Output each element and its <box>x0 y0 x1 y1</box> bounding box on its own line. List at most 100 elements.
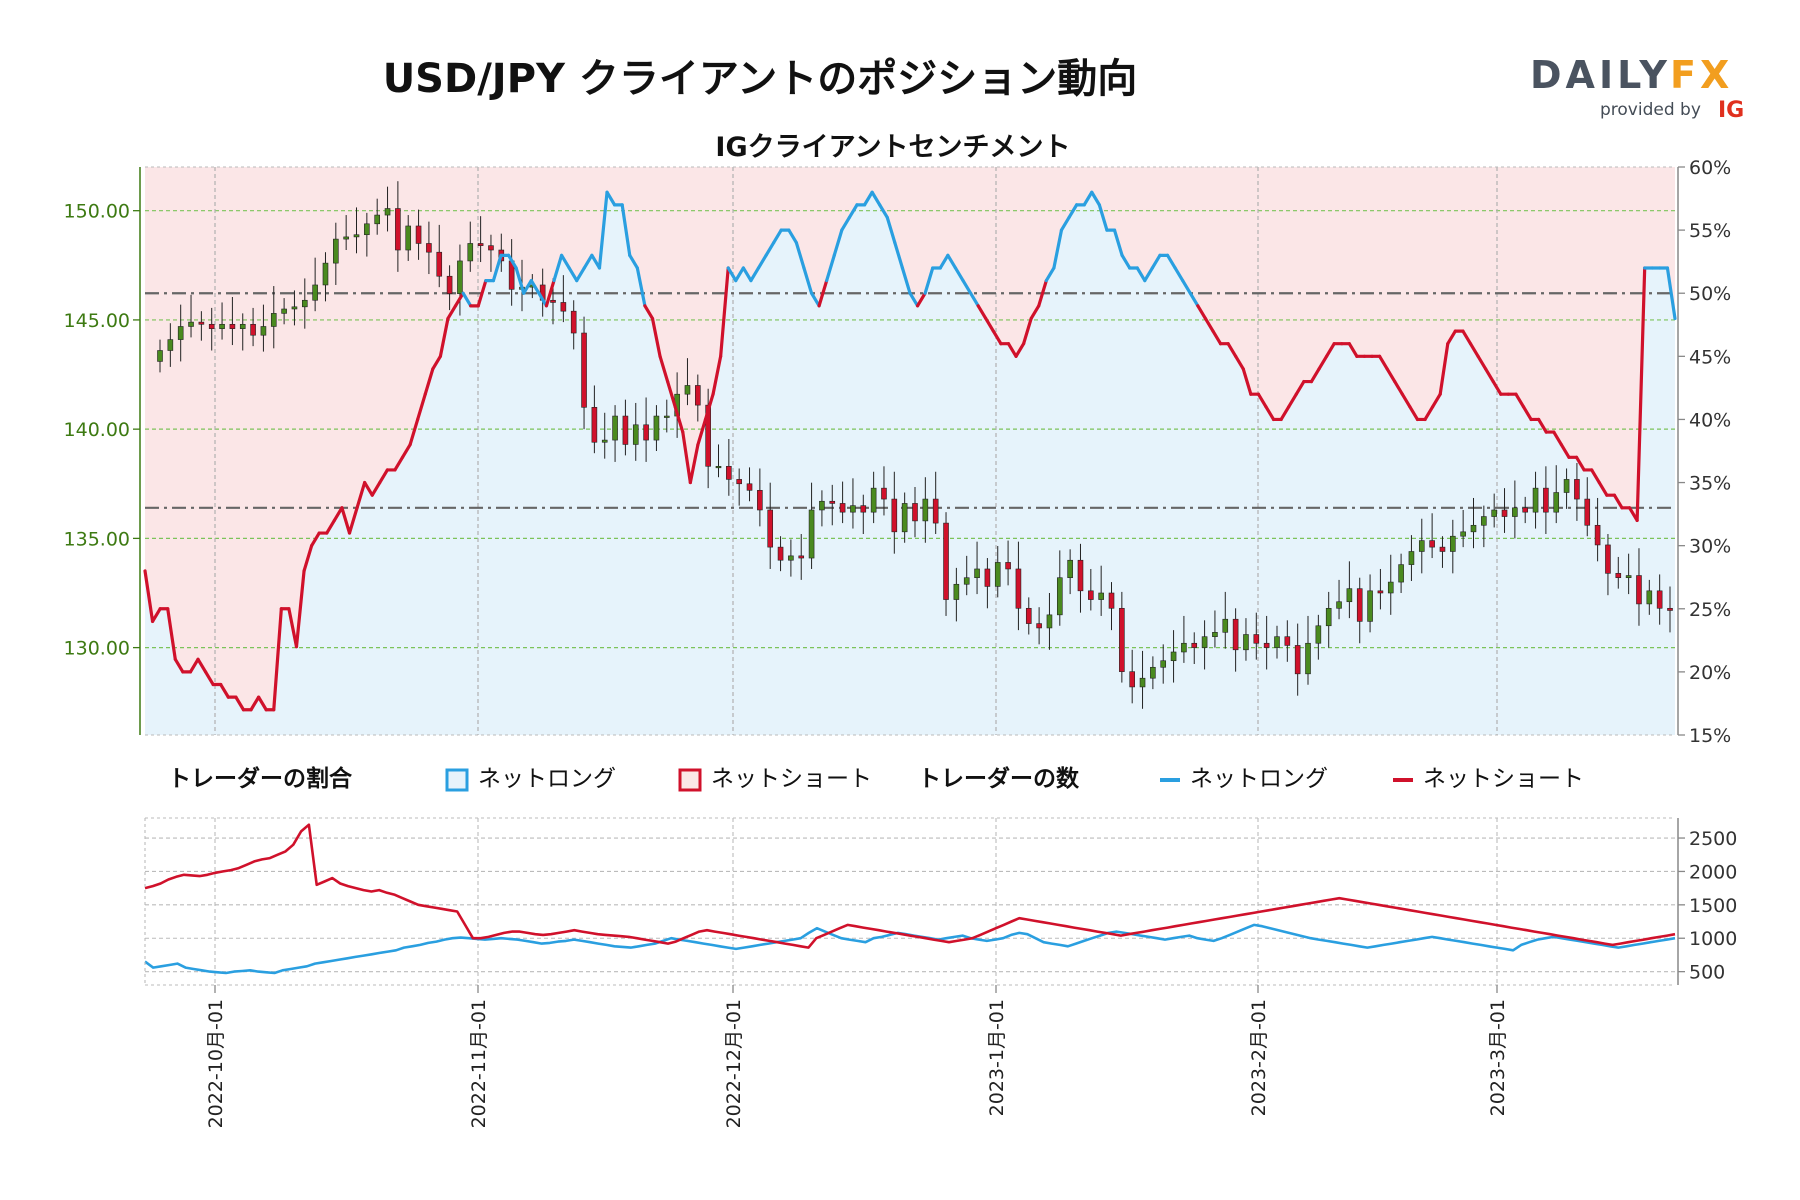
sentiment-segment <box>1196 304 1207 321</box>
candle-body <box>808 509 815 559</box>
sentiment-segment <box>703 392 715 422</box>
candle-body <box>1212 632 1218 637</box>
sentiment-segment <box>1446 329 1457 346</box>
candle-body <box>829 500 836 504</box>
sentiment-segment <box>1400 392 1412 409</box>
candle-body <box>1460 531 1466 537</box>
sentiment-segment <box>188 657 200 674</box>
sentiment-tick-label: 55% <box>1689 220 1731 242</box>
sentiment-segment <box>817 279 829 308</box>
sentiment-tick-label: 35% <box>1689 473 1731 495</box>
candle-body <box>1532 487 1539 513</box>
sentiment-segment <box>1393 379 1404 396</box>
candle-body <box>198 321 205 325</box>
sentiment-segment <box>794 241 806 270</box>
sentiment-segment <box>522 279 533 295</box>
price-tick-label: 130.00 <box>64 638 130 660</box>
sentiment-segment <box>650 316 662 358</box>
sentiment-segment <box>1264 405 1276 422</box>
sentiment-segment <box>1059 215 1071 232</box>
sentiment-segment <box>1052 228 1064 270</box>
sentiment-segment <box>340 506 352 535</box>
candle-body <box>1656 590 1663 609</box>
candle-body <box>1222 618 1229 633</box>
sentiment-segment <box>423 367 435 396</box>
candle-body <box>1108 592 1115 609</box>
count-axis-ticks: 500 1000 1500 2000 2500 <box>1678 828 1737 984</box>
candle-body <box>457 260 463 295</box>
candle-body <box>1232 618 1239 651</box>
candle-body <box>1263 642 1270 648</box>
sentiment-segment <box>332 506 344 523</box>
candle-body <box>550 299 556 303</box>
sentiment-segment <box>908 291 920 308</box>
candle-body <box>415 225 422 244</box>
sentiment-segment <box>1029 304 1041 321</box>
price-tick-label: 145.00 <box>64 310 130 332</box>
candle-body <box>488 245 494 251</box>
candle-body <box>963 577 970 585</box>
x-tick-label: 2022-11月-01 <box>468 999 490 1128</box>
sentiment-segment <box>1256 392 1268 409</box>
sentiment-tick-label: 25% <box>1689 599 1731 621</box>
candle-body <box>1056 577 1063 616</box>
sentiment-segment <box>1484 367 1495 384</box>
sentiment-segment <box>302 544 314 573</box>
candle-body <box>395 208 401 251</box>
sentiment-segment <box>363 480 374 497</box>
sentiment-segment <box>1165 253 1177 270</box>
candle-body <box>777 546 784 561</box>
sentiment-segment <box>1461 329 1473 346</box>
sentiment-segment <box>1665 266 1677 321</box>
sentiment-tick-label: 45% <box>1689 346 1731 368</box>
candle-body <box>1336 601 1342 609</box>
candle-body <box>1356 588 1363 622</box>
sentiment-segment <box>1022 316 1033 346</box>
candle-body <box>1439 546 1446 552</box>
sentiment-segment <box>840 215 852 232</box>
candle-body <box>1667 607 1673 611</box>
candle-body <box>1429 540 1435 548</box>
sentiment-segment <box>620 203 632 257</box>
sentiment-segment <box>1408 405 1420 422</box>
sentiment-segment <box>923 266 935 295</box>
candle-body <box>1646 590 1653 605</box>
sentiment-segment <box>325 518 336 535</box>
sentiment-tick-label: 20% <box>1689 662 1731 684</box>
candle-body <box>208 323 215 329</box>
sentiment-segment <box>203 670 215 687</box>
sentiment-segment <box>1037 279 1048 308</box>
sentiment-segment <box>408 417 420 447</box>
candle-body <box>974 568 980 579</box>
sentiment-segment <box>847 203 859 220</box>
candle-body <box>281 308 287 314</box>
sentiment-segment <box>968 291 980 308</box>
candle-body <box>1470 524 1477 533</box>
sentiment-segment <box>1317 354 1329 371</box>
candle-body <box>715 465 722 469</box>
sentiment-segment <box>196 657 208 674</box>
sentiment-segment <box>749 266 761 283</box>
sentiment-segment <box>643 304 655 321</box>
candle-body <box>1594 524 1601 546</box>
candle-body <box>943 522 949 600</box>
sentiment-segment <box>862 190 874 207</box>
candle-body <box>1005 562 1011 570</box>
legend-ratio-short: ネットショート <box>711 766 872 792</box>
candle-body <box>426 243 432 253</box>
x-tick-label: 2023-3月-01 <box>1487 999 1509 1116</box>
sentiment-segment <box>1324 342 1336 358</box>
candle-body <box>1584 498 1591 526</box>
sentiment-segment <box>1612 493 1624 510</box>
candle-body <box>850 505 856 513</box>
candle-body <box>188 321 194 327</box>
sentiment-tick-label: 40% <box>1689 409 1731 431</box>
logo-ig: IG <box>1718 98 1744 123</box>
sentiment-segment <box>1241 367 1253 396</box>
sentiment-segment <box>961 279 973 295</box>
candle-body <box>1491 509 1497 517</box>
sentiment-segment <box>1211 329 1223 346</box>
sentiment-segment <box>537 291 549 308</box>
x-tick-label: 2022-10月-01 <box>205 999 227 1128</box>
sentiment-segment <box>628 253 639 270</box>
